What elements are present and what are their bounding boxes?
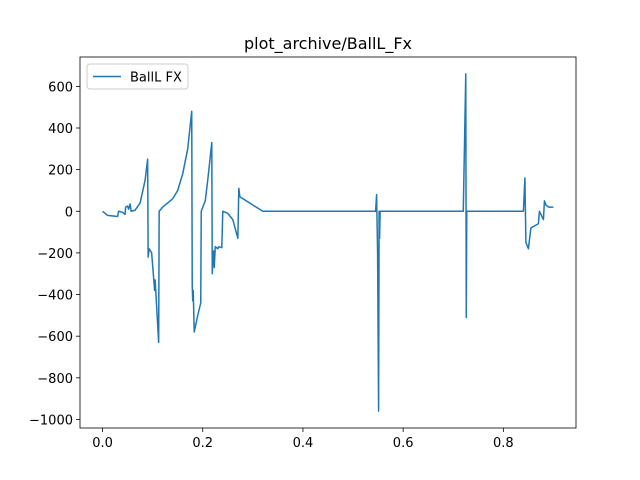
y-tick-label: 600 [48, 80, 73, 95]
y-tick-label: 0 [65, 205, 73, 220]
chart-title: plot_archive/BallL_Fx [244, 34, 412, 54]
data-line [102, 73, 554, 412]
x-tick-label: 0.4 [293, 436, 314, 451]
x-tick-label: 0.8 [493, 436, 514, 451]
legend-box [86, 63, 189, 90]
axes-frame [79, 56, 577, 429]
x-tick-label: 0.6 [393, 436, 414, 451]
x-tick-label: 0.0 [92, 436, 113, 451]
legend-label: BallL FX [130, 71, 182, 86]
y-tick-label: −800 [37, 372, 73, 387]
y-tick-label: 200 [48, 164, 73, 179]
y-tick-label: −400 [37, 289, 73, 304]
x-tick-label: 0.2 [192, 436, 213, 451]
y-tick-label: −1000 [29, 413, 73, 428]
y-tick-label: −600 [37, 330, 73, 345]
y-tick-label: 400 [48, 122, 73, 137]
y-tick-label: −200 [37, 247, 73, 262]
